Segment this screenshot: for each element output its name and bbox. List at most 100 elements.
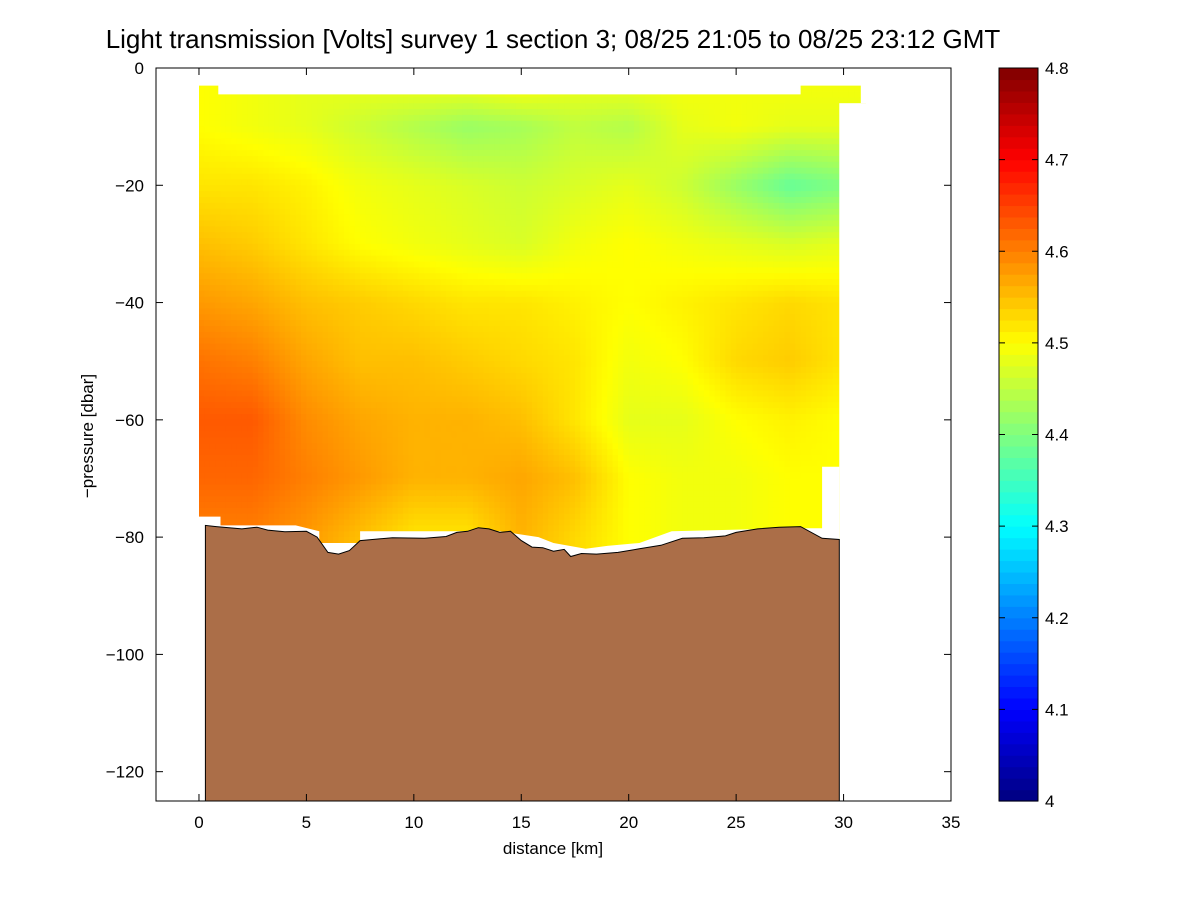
heat-cell — [241, 156, 249, 163]
heat-cell — [322, 167, 329, 175]
heat-cell — [489, 173, 496, 181]
heat-cell — [510, 372, 517, 380]
heat-cell — [499, 372, 506, 380]
heat-cell — [505, 496, 512, 503]
heat-cell — [521, 384, 528, 392]
heat-cell — [360, 320, 367, 327]
heat-cell — [413, 449, 420, 456]
heat-cell — [268, 255, 275, 263]
heat-cell — [440, 138, 447, 146]
heat-cell — [349, 320, 356, 327]
heat-cell — [483, 156, 490, 163]
heat-cell — [505, 320, 512, 327]
heat-cell — [301, 431, 308, 439]
heat-cell — [403, 425, 410, 433]
heat-cell — [483, 372, 490, 380]
heat-cell — [354, 519, 361, 527]
heat-cell — [301, 243, 308, 251]
heat-cell — [241, 290, 249, 298]
heat-cell — [284, 296, 292, 304]
heat-cell — [456, 97, 463, 104]
heat-cell — [284, 419, 292, 427]
heat-cell — [521, 167, 528, 175]
heat-cell — [392, 355, 399, 362]
heat-cell — [419, 249, 426, 257]
heat-cell — [258, 314, 265, 321]
heat-cell — [381, 167, 388, 175]
heat-cell — [515, 378, 523, 386]
heat-cell — [225, 490, 232, 497]
heat-cell — [451, 431, 458, 439]
heat-cell — [311, 120, 318, 128]
heat-cell — [456, 214, 463, 222]
heat-cell — [236, 167, 243, 175]
heat-cell — [268, 185, 275, 192]
heat-cell — [424, 302, 431, 310]
heat-cell — [413, 167, 420, 175]
heat-cell — [241, 455, 249, 462]
heat-cell — [521, 132, 528, 140]
heat-cell — [456, 466, 463, 474]
heat-cell — [199, 361, 206, 368]
heat-cell — [354, 402, 361, 409]
heat-cell — [467, 109, 474, 116]
heat-cell — [451, 343, 458, 351]
heat-cell — [215, 197, 222, 204]
heat-cell — [440, 150, 447, 157]
heat-cell — [317, 144, 324, 151]
heat-cell — [424, 161, 431, 169]
heat-cell — [317, 372, 324, 380]
heat-cell — [344, 308, 351, 316]
heat-cell — [451, 314, 458, 321]
heat-cell — [241, 243, 249, 251]
heat-cell — [408, 243, 415, 251]
heat-cell — [435, 513, 442, 521]
heat-cell — [220, 156, 227, 163]
heat-cell — [231, 478, 238, 486]
heat-cell — [274, 466, 281, 474]
heat-cell — [354, 378, 361, 386]
heat-cell — [311, 132, 318, 140]
heat-cell — [220, 214, 227, 222]
heat-cell — [258, 103, 265, 110]
heat-cell — [338, 384, 345, 392]
heat-cell — [360, 273, 367, 280]
heat-cell — [241, 261, 249, 269]
heat-cell — [472, 173, 480, 181]
heat-cell — [505, 513, 512, 521]
heat-cell — [446, 525, 453, 533]
heat-cell — [263, 197, 270, 204]
heat-cell — [263, 267, 270, 275]
heat-cell — [311, 372, 318, 380]
heat-cell — [494, 331, 501, 339]
heat-cell — [215, 419, 222, 427]
heat-cell — [456, 402, 463, 409]
heat-cell — [419, 167, 426, 175]
heat-cell — [236, 402, 243, 409]
heat-cell — [279, 513, 286, 521]
heat-cell — [446, 261, 453, 269]
heat-cell — [290, 302, 297, 310]
heat-cell — [311, 443, 318, 450]
heat-cell — [370, 490, 378, 497]
heat-cell — [392, 267, 399, 275]
heat-cell — [209, 314, 216, 321]
heat-cell — [494, 238, 501, 245]
heat-cell — [381, 337, 388, 345]
heat-cell — [236, 414, 243, 421]
heat-cell — [413, 337, 420, 345]
heat-cell — [220, 150, 227, 157]
heat-cell — [376, 126, 383, 134]
heat-cell — [295, 308, 302, 316]
heat-cell — [451, 402, 458, 409]
heat-cell — [290, 103, 297, 110]
heat-cell — [515, 144, 523, 151]
heat-cell — [462, 150, 469, 157]
heat-cell — [440, 460, 447, 468]
heat-cell — [489, 126, 496, 134]
heat-cell — [467, 197, 474, 204]
heat-cell — [258, 296, 265, 304]
heat-cell — [290, 120, 297, 128]
heat-cell — [295, 285, 302, 292]
heat-cell — [376, 519, 383, 527]
